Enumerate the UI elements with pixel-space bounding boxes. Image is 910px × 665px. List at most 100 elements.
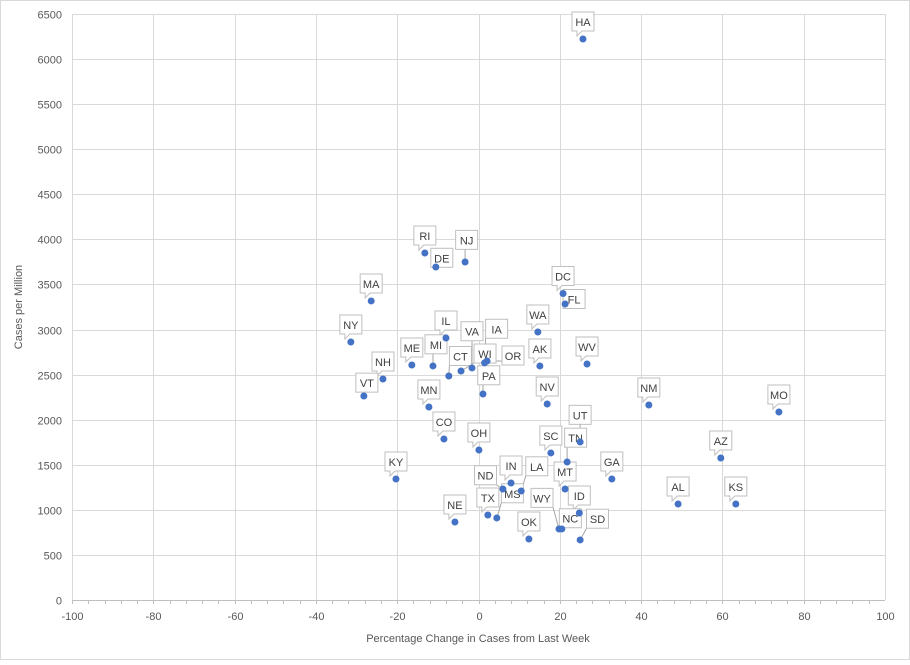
data-marker: [442, 334, 450, 342]
y-tick-label: 2000: [38, 416, 62, 428]
y-tick-label: 3500: [38, 280, 62, 292]
data-marker: [421, 249, 429, 257]
data-point-la: LA: [525, 456, 549, 477]
data-label-box: [485, 318, 509, 339]
y-tick-label: 6000: [38, 55, 62, 67]
data-label: NM: [640, 383, 657, 395]
data-point-nj: NJ: [455, 229, 479, 250]
data-point-az: AZ: [709, 430, 733, 457]
data-label: AK: [533, 344, 548, 356]
data-point-or: OR: [501, 345, 525, 366]
data-point-ga: GA: [600, 451, 624, 478]
y-axis-title: Cases per Million: [13, 265, 25, 349]
x-axis-title: Percentage Change in Cases from Last Wee…: [366, 633, 590, 645]
data-marker: [543, 400, 551, 408]
data-point-ky: KY: [384, 451, 408, 478]
data-marker: [479, 390, 487, 398]
x-tick-label: 60: [716, 611, 728, 623]
data-point-id: ID: [567, 485, 591, 512]
data-label: NC: [562, 514, 578, 526]
data-marker: [347, 338, 355, 346]
data-label-box: [724, 476, 748, 503]
y-tick-label: 4500: [38, 190, 62, 202]
data-label-box: [424, 334, 448, 355]
data-label: MS: [504, 489, 521, 501]
data-label: IN: [506, 461, 517, 473]
x-tick-label: -40: [309, 611, 325, 623]
data-label: ME: [404, 343, 421, 355]
data-marker: [563, 458, 571, 466]
data-label: NV: [540, 382, 556, 394]
data-marker: [575, 509, 583, 517]
data-point-mt: MT: [553, 461, 577, 488]
data-point-oh: OH: [467, 422, 491, 449]
x-tick-label: 80: [798, 611, 810, 623]
data-label: WA: [529, 310, 547, 322]
data-point-fl: FL: [562, 288, 586, 309]
data-label: NJ: [460, 235, 473, 247]
data-label-box: [460, 321, 484, 342]
data-label-box: [430, 247, 454, 268]
data-marker: [517, 487, 525, 495]
data-label-box: [551, 265, 575, 292]
data-label-box: [417, 379, 441, 406]
data-marker: [360, 392, 368, 400]
data-marker: [367, 297, 375, 305]
data-label: IA: [491, 324, 502, 336]
y-tick-label: 6500: [38, 10, 62, 22]
data-marker: [499, 485, 507, 493]
data-point-mo: MO: [767, 384, 791, 411]
data-label-box: [448, 345, 472, 366]
data-point-dc: DC: [551, 265, 575, 292]
data-point-sd: SD: [586, 508, 610, 529]
data-marker: [432, 263, 440, 271]
data-label: WY: [533, 493, 551, 505]
data-label: CT: [453, 351, 468, 363]
data-point-ok: OK: [517, 511, 541, 538]
data-point-al: AL: [666, 476, 690, 503]
data-label-box: [567, 485, 591, 512]
data-point-mn: MN: [417, 379, 441, 406]
data-label: OR: [505, 351, 522, 363]
data-label: ID: [574, 491, 585, 503]
y-tick-label: 2500: [38, 371, 62, 383]
data-label: NH: [375, 357, 391, 369]
data-label-box: [432, 411, 456, 438]
data-point-ak: AK: [528, 338, 552, 365]
data-marker: [555, 525, 563, 533]
data-marker: [559, 289, 567, 297]
data-label-box: [476, 487, 500, 514]
data-label: MN: [420, 385, 437, 397]
x-tick-label: 0: [476, 611, 482, 623]
data-marker: [561, 485, 569, 493]
data-label-box: [455, 229, 479, 250]
data-label-box: [539, 425, 563, 452]
data-label: KS: [728, 482, 743, 494]
data-label: VT: [360, 378, 374, 390]
data-marker: [483, 357, 491, 365]
data-point-ha: HA: [571, 11, 595, 38]
data-label: KY: [389, 457, 404, 469]
data-point-nm: NM: [637, 377, 661, 404]
data-label: AL: [671, 482, 684, 494]
data-marker: [379, 375, 387, 383]
data-marker: [445, 372, 453, 380]
data-point-wa: WA: [526, 304, 550, 331]
data-marker: [674, 500, 682, 508]
x-tick-label: -100: [61, 611, 83, 623]
data-point-nv: NV: [535, 376, 559, 403]
data-label-box: [600, 451, 624, 478]
data-label: RI: [419, 231, 430, 243]
data-label-box: [384, 451, 408, 478]
data-label: AZ: [714, 436, 728, 448]
data-label: WV: [578, 342, 596, 354]
data-label-box: [517, 511, 541, 538]
data-label: ND: [478, 471, 494, 483]
data-label: CO: [436, 417, 453, 429]
data-label-box: [637, 377, 661, 404]
data-point-ms: MS: [500, 483, 524, 504]
x-tick-label: -60: [228, 611, 244, 623]
data-label-box: [571, 11, 595, 38]
data-point-ct: CT: [448, 345, 472, 366]
data-marker: [493, 514, 501, 522]
